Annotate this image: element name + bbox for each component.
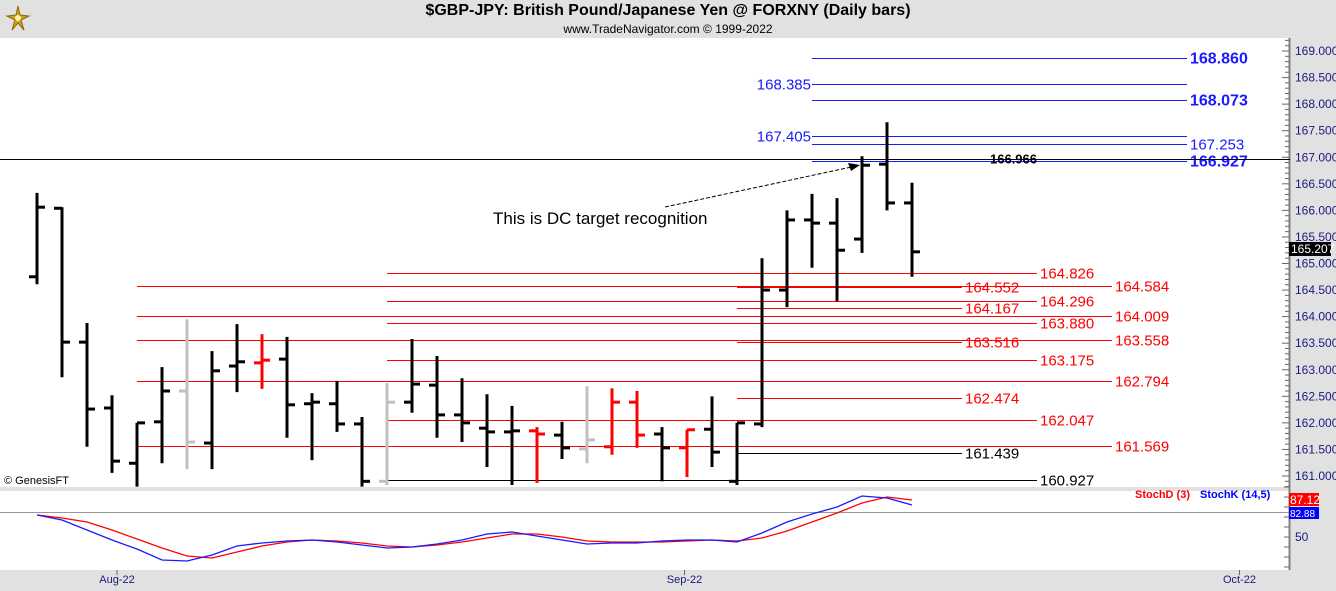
- price-panel: [0, 38, 1290, 487]
- legend-stochk: StochK (14,5): [1200, 489, 1271, 501]
- y-tick-label: 164.000: [1295, 310, 1336, 324]
- level-label: 164.826: [1040, 266, 1094, 283]
- y-tick-label: 164.500: [1295, 283, 1336, 297]
- y-tick-label: 163.000: [1295, 363, 1336, 377]
- y-tick-label: 167.000: [1295, 150, 1336, 164]
- y-tick-label: 163.500: [1295, 336, 1336, 350]
- y-tick-label: 169.000: [1295, 44, 1336, 58]
- level-label: 160.927: [1040, 473, 1094, 490]
- stochd-value-tag: [1289, 493, 1319, 506]
- y-tick-label: 165.500: [1295, 230, 1336, 244]
- level-label: 166.966: [990, 152, 1037, 167]
- annotation-text: This is DC target recognition: [493, 209, 707, 228]
- y-tick-label: 161.000: [1295, 469, 1336, 483]
- annotation-arrow: [664, 165, 857, 208]
- level-label: 162.794: [1115, 374, 1169, 391]
- level-label: 167.253: [1190, 137, 1244, 154]
- y-tick-label: 165.000: [1295, 257, 1336, 271]
- level-label: 167.405: [757, 129, 811, 146]
- y-tick-label: 162.000: [1295, 416, 1336, 430]
- stochd-value-label: 87.12: [1290, 493, 1320, 507]
- stochk-value-tag: [1289, 507, 1319, 519]
- current-price-tag: [1289, 242, 1331, 256]
- level-label: 163.516: [965, 335, 1019, 352]
- level-label: 162.474: [965, 391, 1019, 408]
- stoch-line: [36, 495, 913, 562]
- level-label: 163.558: [1115, 333, 1169, 350]
- y-tick-label: 162.500: [1295, 389, 1336, 403]
- level-label: 162.047: [1040, 413, 1094, 430]
- level-label: 164.552: [965, 280, 1019, 297]
- level-label: 161.569: [1115, 439, 1169, 456]
- y-tick-label: 161.500: [1295, 442, 1336, 456]
- chart-title: $GBP-JPY: British Pound/Japanese Yen @ F…: [425, 2, 911, 19]
- level-label: 168.860: [1190, 51, 1248, 68]
- level-label: 164.584: [1115, 279, 1169, 296]
- level-label: 168.073: [1190, 93, 1248, 110]
- x-tick-label: Aug-22: [99, 574, 134, 586]
- level-label: 166.927: [1190, 154, 1248, 171]
- y-tick-label: 167.500: [1295, 124, 1336, 138]
- x-tick-label: Oct-22: [1223, 574, 1256, 586]
- chart-subtitle: www.TradeNavigator.com © 1999-2022: [563, 22, 773, 36]
- stochastic-panel: [0, 491, 1290, 570]
- level-label: 161.439: [965, 446, 1019, 463]
- level-label: 163.880: [1040, 316, 1094, 333]
- y-tick-label: 168.000: [1295, 97, 1336, 111]
- level-label: 168.385: [757, 77, 811, 94]
- y-tick-label: 166.500: [1295, 177, 1336, 191]
- level-label: 164.009: [1115, 309, 1169, 326]
- stoch-tick-label: 50: [1295, 530, 1309, 544]
- level-label: 164.296: [1040, 294, 1094, 311]
- level-label: 164.167: [965, 301, 1019, 318]
- genesis-logo-icon: [3, 3, 33, 38]
- watermark: © GenesisFT: [4, 475, 69, 487]
- y-tick-label: 166.000: [1295, 203, 1336, 217]
- legend-stochd: StochD (3): [1135, 489, 1190, 501]
- arrow-head-icon: [848, 163, 860, 171]
- stoch-line: [36, 496, 913, 559]
- y-tick-label: 168.500: [1295, 71, 1336, 85]
- x-tick-label: Sep-22: [667, 574, 702, 586]
- level-label: 163.175: [1040, 353, 1094, 370]
- current-price-label: 165.207: [1291, 242, 1335, 256]
- stochk-value-label: 82.88: [1290, 509, 1315, 520]
